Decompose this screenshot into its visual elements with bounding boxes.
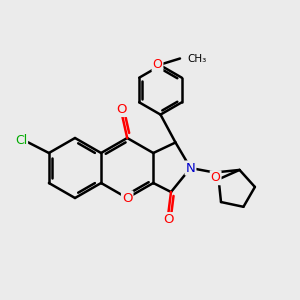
Text: N: N <box>186 161 195 175</box>
Text: O: O <box>122 191 133 205</box>
Text: O: O <box>116 103 127 116</box>
Text: Cl: Cl <box>15 134 27 148</box>
Text: O: O <box>163 213 173 226</box>
Text: O: O <box>153 58 162 71</box>
Text: O: O <box>211 171 220 184</box>
Text: CH₃: CH₃ <box>188 53 207 64</box>
